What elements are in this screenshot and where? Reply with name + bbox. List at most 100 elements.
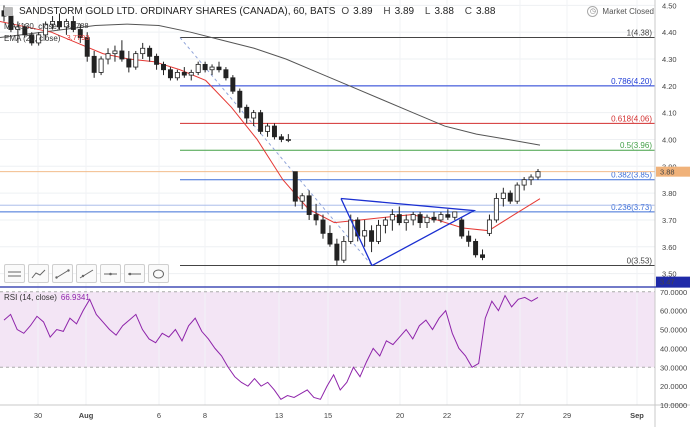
time-tick-label: 27	[516, 411, 524, 420]
candle-body	[521, 179, 527, 186]
time-tick-label: 8	[203, 411, 207, 420]
ohlc-values: O 3.89 H 3.89 L 3.88 C 3.88	[341, 6, 503, 17]
candle-body	[334, 243, 340, 261]
extra-price-label: 3.47	[660, 278, 675, 287]
rsi-label: RSI (14, close)	[4, 293, 57, 302]
rsi-indicator-label[interactable]: RSI (14, close) 66.9341	[4, 293, 90, 302]
rsi-tick-label: 30.0000	[660, 363, 687, 372]
path-tool-icon[interactable]	[28, 264, 49, 283]
fib-level-label: 0.236(3.73)	[611, 203, 652, 212]
ema-indicator-label[interactable]: EMA (20, close) 3.7793	[4, 33, 91, 43]
low-value: 3.88	[434, 6, 454, 17]
rsi-series-line	[3, 294, 539, 400]
candle-body	[306, 195, 312, 215]
trend-line-tool-icon[interactable]	[52, 264, 73, 283]
candle-body	[98, 58, 104, 73]
candle-body	[223, 69, 229, 79]
candle-body	[258, 112, 264, 132]
price-tick-label: 4.40	[662, 28, 677, 37]
high-key: H	[383, 6, 391, 17]
candle-body	[181, 72, 187, 76]
candle-body	[285, 139, 291, 141]
ma-indicator-label[interactable]: MA (130, close) 3.9788	[4, 21, 91, 31]
candle-body	[237, 90, 243, 108]
time-tick-label: 15	[324, 411, 332, 420]
horizontal-ray-tool-icon[interactable]	[124, 264, 145, 283]
candle-body	[29, 34, 35, 44]
chart-title: SANDSTORM GOLD LTD. ORDINARY SHARES (CAN…	[19, 6, 336, 17]
chart-header: SANDSTORM GOLD LTD. ORDINARY SHARES (CAN…	[4, 6, 503, 17]
ray-tool-icon[interactable]	[76, 264, 97, 283]
candle-body	[43, 23, 49, 36]
candle-body	[362, 230, 368, 237]
candle-body	[265, 125, 271, 132]
price-tick-label: 4.10	[662, 109, 677, 118]
rsi-tick-label: 70.0000	[660, 288, 687, 297]
candle-body	[140, 47, 146, 55]
ellipse-tool-icon[interactable]	[148, 264, 169, 283]
ma-line	[0, 23, 541, 146]
close-key: C	[464, 6, 472, 17]
candle-body	[313, 214, 319, 221]
candle-body	[36, 34, 42, 44]
high-value: 3.89	[394, 6, 415, 17]
lines-tool-icon[interactable]	[4, 264, 25, 283]
candle-body	[112, 50, 118, 55]
candle-body	[403, 219, 409, 224]
clock-icon: ◷	[587, 6, 599, 17]
rsi-value: 66.9341	[60, 293, 90, 302]
triangle-outline	[340, 197, 477, 267]
candle-body	[382, 219, 388, 226]
open-value: 3.89	[353, 6, 373, 17]
candle-body	[63, 21, 69, 28]
candle-body	[126, 58, 132, 68]
time-tick-label: 29	[563, 411, 571, 420]
candle-body	[292, 171, 298, 202]
horizontal-line-tool-icon[interactable]	[100, 264, 121, 283]
candle-body	[327, 232, 333, 245]
candle-body	[466, 235, 472, 242]
candle-body	[376, 224, 381, 242]
candle-body	[167, 69, 173, 79]
candle-body	[486, 219, 492, 234]
candle-body	[77, 29, 83, 38]
last-price-label: 3.88	[660, 168, 675, 177]
price-tick-label: 4.30	[662, 55, 677, 64]
fib-level-label: 0.382(3.85)	[611, 171, 652, 180]
candle-body	[320, 219, 326, 234]
candle-body	[369, 230, 375, 242]
candle-body	[410, 214, 416, 221]
candle-body	[507, 192, 513, 202]
price-tick-label: 3.50	[662, 270, 677, 279]
open-key: O	[341, 6, 350, 17]
fibonacci-retracement[interactable]: 1(4.38) 0.786(4.20) 0.618(4.06) 0.5(3.96) 0.…	[0, 29, 655, 267]
triangle-side	[340, 198, 373, 266]
candle-body	[514, 184, 520, 202]
rsi-tick-label: 10.0000	[660, 401, 687, 410]
candle-body	[389, 214, 395, 221]
rsi-tick-label: 50.0000	[660, 326, 687, 335]
candle-body	[244, 106, 250, 119]
last-price-tag	[656, 166, 690, 177]
ma-series-line	[0, 23, 541, 146]
candle-body	[278, 136, 284, 140]
candle-body	[119, 50, 125, 60]
candlestick-series	[1, 5, 541, 266]
price-tick-label: 3.70	[662, 216, 677, 225]
price-tick-label: 4.00	[662, 135, 677, 144]
candle-body	[147, 47, 153, 57]
time-tick-label: 13	[275, 411, 283, 420]
candle-body	[424, 216, 430, 224]
time-tick-label: 30	[34, 411, 42, 420]
triangle-pattern[interactable]	[340, 197, 477, 267]
market-status: ◷ Market Closed	[587, 6, 654, 17]
candle-body	[459, 219, 465, 237]
rsi-grid	[0, 288, 655, 405]
ma-label: MA (130, close)	[4, 21, 60, 31]
candle-body	[417, 214, 423, 224]
candle-body	[299, 195, 305, 202]
rsi-tick-label: 60.0000	[660, 307, 687, 316]
symbol-icon[interactable]	[4, 7, 13, 16]
